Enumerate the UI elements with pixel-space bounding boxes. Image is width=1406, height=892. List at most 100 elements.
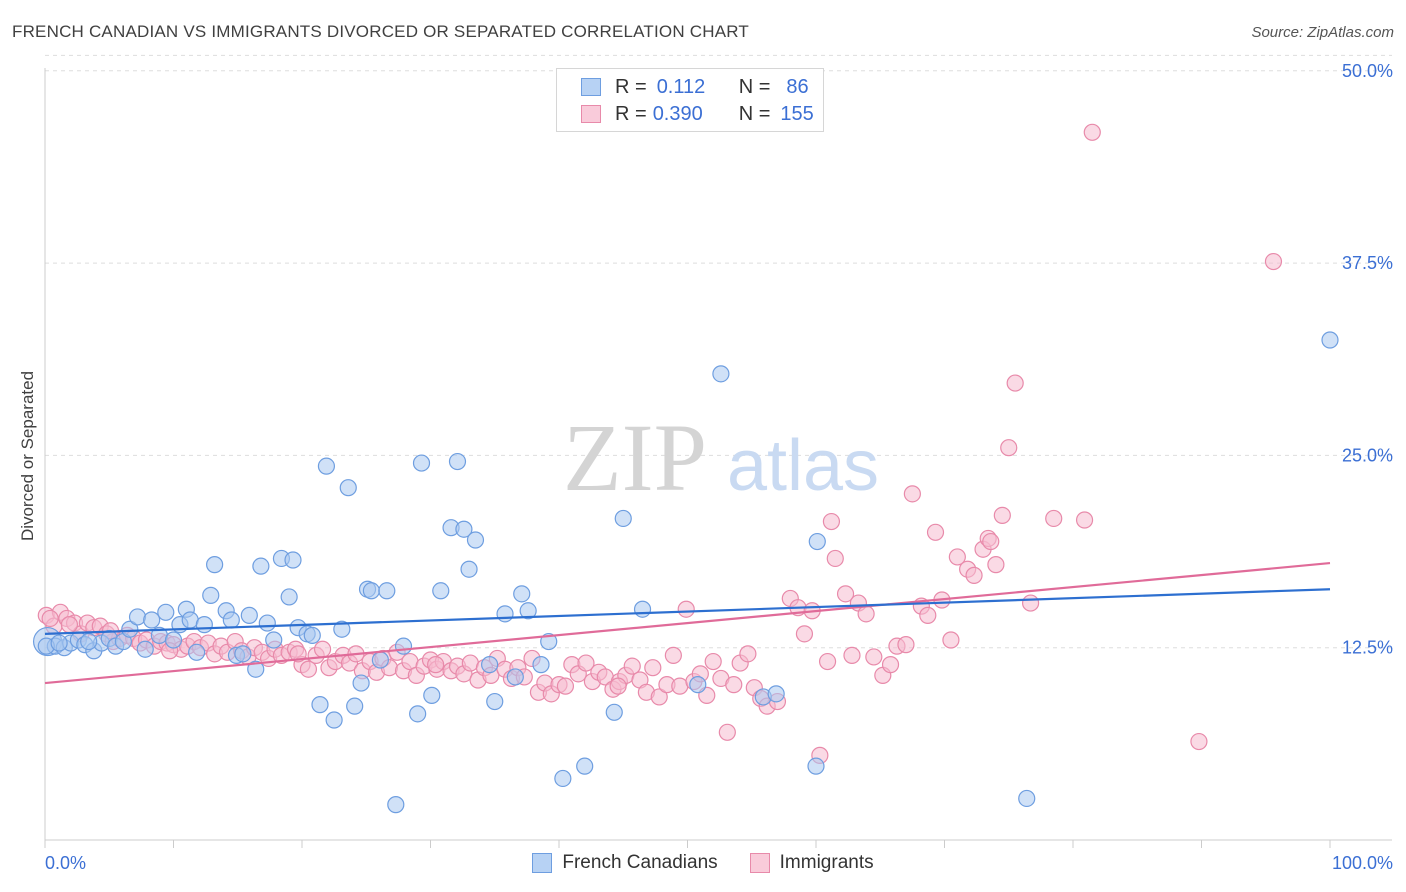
french-canadians-point	[513, 585, 531, 603]
french-canadians-point	[394, 637, 413, 655]
watermark: ZIP atlas	[563, 404, 879, 511]
immigrants-point	[926, 523, 945, 541]
french-canadians-point	[554, 769, 572, 788]
stats-legend: R = 0.112 N = 86 R = 0.390 N = 155	[556, 68, 824, 132]
immigrants-point	[857, 605, 875, 623]
immigrants-point	[718, 723, 736, 741]
french-canadians-point	[234, 645, 252, 663]
series-legend: French Canadians Immigrants	[0, 852, 1406, 874]
french-canadians-point	[455, 520, 473, 538]
immigrants-point	[427, 656, 445, 674]
french-canadians-point	[689, 676, 707, 694]
french-canadians-point	[50, 634, 68, 652]
french-canadians-point	[371, 651, 389, 669]
immigrants-point	[60, 616, 79, 634]
immigrants-point	[644, 659, 662, 677]
french-canadians-point	[317, 457, 336, 475]
immigrants-point	[897, 636, 915, 654]
chart-title: FRENCH CANADIAN VS IMMIGRANTS DIVORCED O…	[12, 22, 750, 41]
immigrants-point	[623, 657, 641, 675]
immigrants-point	[41, 609, 59, 628]
french-canadians-point	[519, 602, 537, 620]
french-canadians-point	[576, 757, 594, 775]
legend-r-value: 0.390	[652, 102, 703, 125]
x-tick-label-max: 100.0%	[1332, 853, 1393, 873]
immigrants-point	[987, 556, 1005, 574]
watermark-zip: ZIP	[563, 404, 707, 511]
immigrants-point	[739, 645, 757, 663]
french-canadians-point	[540, 632, 558, 651]
legend-r-label: R =	[615, 102, 647, 125]
immigrants-point	[313, 640, 332, 658]
immigrants-point	[1006, 374, 1024, 392]
french-canadians-point	[362, 582, 380, 600]
legend-n-label: N =	[738, 102, 771, 125]
immigrants-point	[965, 566, 983, 584]
legend-swatch-blue	[532, 853, 553, 873]
immigrants-point	[664, 646, 682, 664]
immigrants-point	[826, 549, 844, 568]
immigrants-point	[650, 688, 668, 706]
french-canadians-point	[206, 556, 224, 574]
french-canadians-point	[284, 551, 302, 569]
immigrants-point	[795, 625, 814, 643]
french-canadians-point	[496, 605, 514, 623]
french-canadians-point	[325, 711, 343, 729]
french-canadians-point	[460, 560, 478, 578]
french-canadians-point	[807, 757, 825, 775]
french-canadians-point	[128, 608, 147, 626]
french-canadians-point	[481, 656, 499, 674]
immigrants-point	[1264, 252, 1283, 271]
immigrants-point	[993, 506, 1011, 524]
legend-swatch-blue	[581, 78, 601, 96]
french-canadians-point	[339, 479, 357, 497]
tick-labels: 12.5% 25.0% 37.5% 50.0% 0.0% 100.0%	[45, 61, 1393, 873]
french-canadians-point	[258, 614, 276, 632]
legend-swatch-pink	[581, 105, 601, 123]
y-tick-label: 50.0%	[1342, 61, 1393, 81]
gridlines	[45, 54, 1392, 649]
french-canadians-point	[605, 703, 623, 721]
french-canadians-point	[767, 685, 785, 703]
immigrants-point	[982, 532, 1000, 551]
french-canadians-point	[265, 631, 283, 649]
french-canadians-point	[303, 626, 321, 644]
french-canadians-point	[432, 582, 450, 600]
french-canadians-point	[532, 656, 550, 674]
legend-n-value: 155	[780, 102, 814, 125]
french-canadians-point	[121, 620, 139, 638]
french-canadians-point	[1018, 789, 1036, 808]
french-canadians-point	[195, 616, 213, 634]
french-canadians-point	[240, 606, 258, 624]
axes	[44, 68, 1392, 848]
immigrants-point	[1190, 732, 1208, 751]
legend-label-french-canadians: French Canadians	[562, 852, 718, 873]
immigrants-point	[942, 631, 960, 649]
immigrants-point	[903, 485, 921, 503]
immigrants-point	[865, 648, 883, 666]
legend-n-value: 86	[786, 75, 809, 98]
french-canadians-point	[311, 696, 329, 714]
legend-r-value: 0.112	[656, 75, 706, 98]
french-canadians-point	[164, 631, 183, 649]
immigrants-point	[1000, 439, 1018, 457]
y-tick-label: 37.5%	[1342, 253, 1393, 273]
immigrants-point	[1045, 509, 1063, 528]
french-canadians-point	[222, 611, 240, 629]
french-canadians-point	[808, 532, 826, 551]
french-canadians-point	[486, 692, 504, 711]
trend-lines	[44, 561, 1331, 685]
x-tick-label-min: 0.0%	[45, 853, 86, 873]
immigrants-point	[843, 646, 861, 664]
y-tick-label: 25.0%	[1342, 445, 1393, 465]
legend-item-french-canadians: French Canadians	[532, 852, 718, 874]
immigrants-point	[725, 676, 743, 694]
legend-row-immigrants: R = 0.390 N = 155	[581, 101, 814, 127]
watermark-atlas: atlas	[727, 426, 879, 506]
french-canadians-point	[247, 660, 265, 678]
immigrants-point	[289, 645, 307, 663]
legend-item-immigrants: Immigrants	[749, 852, 874, 874]
immigrants-point	[1083, 123, 1101, 141]
immigrants-point	[1021, 594, 1040, 612]
french-canadians-point	[448, 452, 467, 471]
